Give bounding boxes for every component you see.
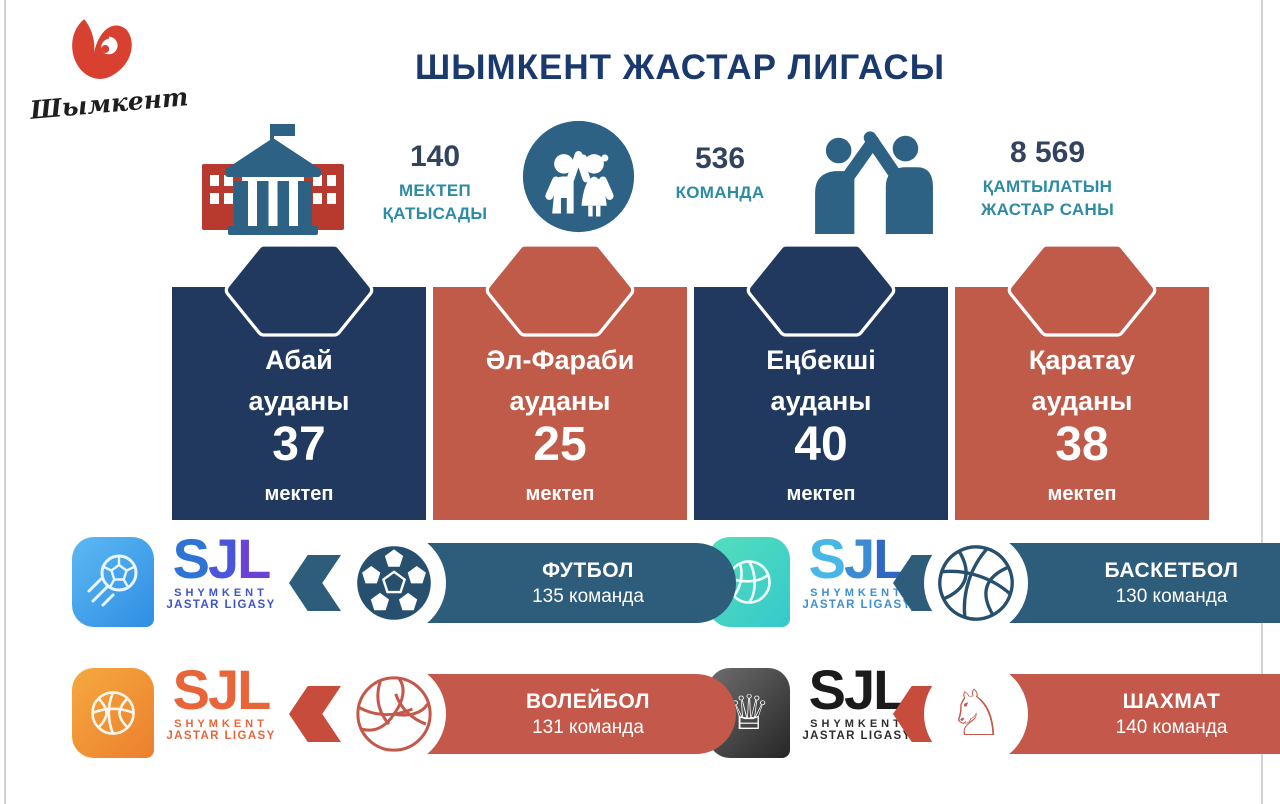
sport-row-basketball: SJL SHYMKENT JASTAR LIGASY БАСКЕТБОЛ 130… — [708, 531, 1280, 633]
people-highfive-icon — [800, 124, 950, 239]
sjl-subtitle-line1: SHYMKENT — [810, 586, 904, 599]
brand-name: Шымкент — [29, 82, 190, 125]
stat-schools-label-1: МЕКТЕП — [398, 181, 472, 200]
basketball-outline-icon — [72, 668, 154, 758]
sjl-letter-l: L — [237, 527, 271, 590]
district-unit: мектеп — [786, 483, 856, 505]
sport-team-count: 131 команда — [532, 716, 644, 738]
tulip-logo-icon — [72, 19, 132, 79]
sport-name: БАСКЕТБОЛ — [1104, 558, 1239, 582]
soccer-ball-icon — [348, 537, 440, 629]
stat-teams-label-1: КОМАНДА — [675, 183, 765, 202]
canvas-left-edge — [4, 0, 6, 804]
stat-teams: 536 КОМАНДА — [650, 142, 790, 205]
basketball-outline-icon — [930, 537, 1022, 629]
sjl-letter-j: J — [843, 527, 875, 590]
district-unit: мектеп — [525, 483, 595, 505]
sjl-subtitle-line1: SHYMKENT — [810, 717, 904, 730]
district-card-karatau: Қаратау ауданы 38 мектеп — [955, 243, 1209, 520]
stat-youth: 8 569 ҚАМТЫЛАТЫН ЖАСТАР САНЫ — [945, 136, 1150, 222]
hexagon-badge — [746, 243, 896, 337]
sjl-letter-s: S — [808, 527, 846, 590]
hexagon-badge — [1007, 243, 1157, 337]
district-subtitle: ауданы — [509, 386, 611, 416]
sjl-league-logo: SJL SHYMKENT JASTAR LIGASY — [796, 531, 918, 611]
sjl-letter-j: J — [843, 658, 875, 721]
sport-row-football: SJL SHYMKENT JASTAR LIGASY ФУТБОЛ 135 к — [72, 531, 736, 633]
stat-youth-label-1: ҚАМТЫЛАТЫН — [982, 177, 1113, 196]
sjl-letter-s: S — [172, 527, 210, 590]
sjl-league-logo: SJL SHYMKENT JASTAR LIGASY — [160, 662, 282, 742]
district-subtitle: ауданы — [1031, 386, 1133, 416]
stat-schools: 140 МЕКТЕП ҚАТЫСАДЫ — [360, 140, 510, 226]
sjl-league-logo: SJL SHYMKENT JASTAR LIGASY — [796, 662, 918, 742]
sjl-subtitle-line2: JASTAR LIGASY — [802, 729, 912, 742]
stat-youth-value: 8 569 — [1009, 136, 1086, 169]
sjl-subtitle-line1: SHYMKENT — [174, 717, 268, 730]
sjl-league-logo: SJL SHYMKENT JASTAR LIGASY — [160, 531, 282, 611]
stat-schools-value: 140 — [409, 140, 461, 173]
district-name: Еңбекші — [766, 345, 876, 375]
district-school-count: 25 — [533, 418, 587, 471]
sjl-letter-l: L — [237, 658, 271, 721]
sjl-subtitle-line2: JASTAR LIGASY — [166, 729, 276, 742]
sport-team-count: 130 команда — [1115, 585, 1228, 607]
district-subtitle: ауданы — [770, 386, 872, 416]
sjl-letter-s: S — [808, 658, 846, 721]
sport-row-volleyball: SJL SHYMKENT JASTAR LIGASY ВОЛЕЙБОЛ — [72, 662, 736, 764]
stat-teams-value: 536 — [694, 142, 746, 175]
district-card-al-farabi: Әл-Фараби ауданы 25 мектеп — [433, 243, 687, 520]
school-building-icon — [198, 118, 348, 241]
sjl-subtitle-line1: SHYMKENT — [174, 586, 268, 599]
soccer-ball-outline-icon — [72, 537, 154, 627]
sport-team-count: 140 команда — [1115, 716, 1228, 738]
sjl-letter-s: S — [172, 658, 210, 721]
page-title: ШЫМКЕНТ ЖАСТАР ЛИГАСЫ — [415, 48, 945, 87]
canvas-right-edge — [1261, 0, 1263, 804]
district-unit: мектеп — [1047, 483, 1117, 505]
district-card-abay: Абай ауданы 37 мектеп — [172, 243, 426, 520]
sport-team-count: 135 команда — [532, 585, 644, 607]
district-card-enbekshi: Еңбекші ауданы 40 мектеп — [694, 243, 948, 520]
sjl-subtitle-line2: JASTAR LIGASY — [166, 598, 276, 611]
district-subtitle: ауданы — [248, 386, 350, 416]
hexagon-badge — [224, 243, 374, 337]
left-arrow-icon — [289, 555, 341, 611]
city-brand-logo: Шымкент — [29, 12, 189, 125]
sjl-subtitle-line2: JASTAR LIGASY — [802, 598, 912, 611]
volleyball-outline-icon — [348, 668, 440, 760]
sport-name: ВОЛЕЙБОЛ — [526, 689, 650, 713]
sport-name: ШАХМАТ — [1122, 689, 1221, 713]
district-name: Қаратау — [1028, 345, 1136, 375]
children-highfive-icon — [520, 118, 637, 240]
sjl-letter-j: J — [207, 527, 239, 590]
district-name: Әл-Фараби — [485, 345, 635, 375]
district-school-count: 38 — [1055, 418, 1109, 471]
sport-row-chess: ♕ SJL SHYMKENT JASTAR LIGASY ♘ ШАХМАТ 14… — [708, 662, 1280, 764]
left-arrow-icon — [289, 686, 341, 742]
sport-name: ФУТБОЛ — [542, 558, 634, 582]
district-school-count: 40 — [794, 418, 848, 471]
chess-knight-icon: ♘ — [930, 668, 1022, 760]
sjl-letter-j: J — [207, 658, 239, 721]
stat-youth-label-2: ЖАСТАР САНЫ — [980, 199, 1115, 219]
district-school-count: 37 — [272, 418, 326, 471]
district-unit: мектеп — [264, 483, 334, 505]
hexagon-badge — [485, 243, 635, 337]
stat-schools-label-2: ҚАТЫСАДЫ — [382, 203, 488, 223]
district-name: Абай — [265, 345, 333, 375]
